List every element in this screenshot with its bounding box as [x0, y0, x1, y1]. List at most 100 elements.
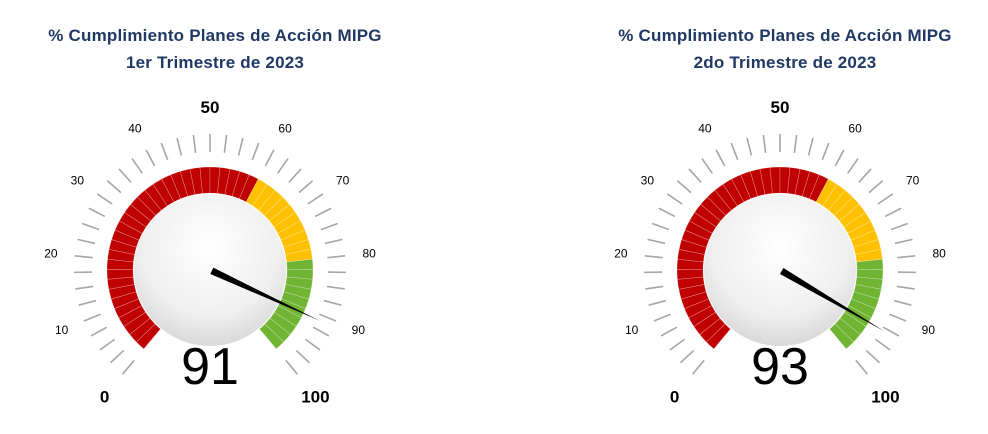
gauge-tick: [323, 299, 342, 306]
gauge-band-segment: [285, 248, 313, 263]
gauge-band-segment: [285, 276, 313, 290]
gauge-band-segment: [853, 239, 882, 255]
gauge-band-segment: [108, 284, 137, 300]
gauge-band-segment: [238, 174, 259, 203]
gauge-tick: [647, 238, 666, 245]
gauge-band-segment: [111, 229, 140, 248]
gauge-tick: [320, 222, 339, 231]
gauge-tick: [88, 207, 106, 218]
gauge-tick-label: 20: [44, 246, 58, 260]
gauge-tick-label: 0: [670, 388, 679, 407]
gauge-band-segment: [847, 220, 876, 241]
gauge-tick-label: 90: [922, 323, 936, 337]
gauge-tick: [874, 338, 891, 351]
gauge-band-segment: [705, 323, 731, 350]
gauge-band-segment: [684, 298, 713, 319]
gauge-tick: [701, 158, 713, 174]
gauge-face: [704, 194, 856, 346]
gauge-tick: [78, 299, 97, 306]
gauge-band-segment: [124, 203, 152, 228]
gauge-tick: [653, 313, 671, 322]
gauge-band-segment: [108, 239, 137, 255]
gauge-tick: [868, 180, 884, 194]
gauge-band-segment: [110, 291, 139, 309]
gauge-face: [134, 194, 286, 346]
gauge-tick: [644, 254, 663, 259]
gauge-tick: [74, 254, 93, 259]
gauge-tick: [865, 349, 881, 364]
gauge-tick-label: 80: [362, 246, 376, 260]
gauge-tick: [666, 193, 683, 205]
gauge-band-segment: [680, 291, 709, 309]
gauge-tick: [223, 134, 228, 153]
gauge-band-segment: [252, 183, 276, 211]
gauge-title-line1: % Cumplimiento Planes de Acción MIPG: [618, 26, 952, 45]
gauge-tick: [77, 238, 96, 245]
gauge-needle: [210, 267, 320, 321]
gauge-tick: [893, 299, 912, 306]
gauge-tick: [855, 359, 869, 375]
gauge-panel-q2: % Cumplimiento Planes de Acción MIPG 2do…: [570, 0, 988, 434]
gauge-band-segment: [107, 276, 135, 290]
gauge-band-segment: [135, 323, 161, 350]
gauge-band-segment: [794, 168, 811, 197]
gauge-panel-q1: % Cumplimiento Planes de Acción MIPG 1er…: [0, 0, 430, 434]
gauge-tick: [288, 168, 302, 183]
gauge-band-segment: [259, 323, 285, 350]
gauge-tick-label: 80: [932, 246, 946, 260]
gauge-tick-label: 70: [906, 174, 920, 188]
gauge-tick-label: 90: [352, 323, 366, 337]
gauge-band-segment: [787, 167, 801, 195]
gauge-band-segment: [850, 229, 879, 248]
gauge-tick: [648, 299, 667, 306]
gauge-tick: [121, 359, 135, 375]
gauge-tick: [106, 180, 122, 194]
gauge-chart: 0 10 20 30 40 50 60 70 80 90 100 93: [614, 98, 946, 407]
gauge-tick-label: 70: [336, 174, 350, 188]
gauge-tick: [81, 222, 100, 231]
gauge-tick: [858, 168, 872, 183]
gauge-band-segment: [677, 248, 705, 263]
gauge-band-segment: [855, 276, 883, 290]
gauge-tick: [890, 222, 909, 231]
gauge-band-segment: [245, 178, 268, 207]
gauge-needle: [779, 267, 885, 332]
gauge-tick: [324, 238, 343, 245]
gauge-tick: [75, 285, 94, 290]
gauge-tick: [237, 137, 244, 156]
gauge-tick-label: 60: [848, 122, 862, 136]
gauge-band-segment: [129, 317, 156, 343]
gauge-title: % Cumplimiento Planes de Acción MIPG 1er…: [0, 22, 430, 76]
gauge-band-segment: [808, 174, 829, 203]
gauge-band-segment: [856, 258, 884, 270]
gauge-tick-label: 50: [201, 98, 220, 117]
gauge-band-segment: [855, 248, 883, 263]
gauge-band-segment: [107, 248, 135, 263]
gauge-band-segment: [678, 239, 707, 255]
gauge-band-segment: [268, 203, 296, 228]
gauge-band-segment: [688, 305, 716, 327]
gauge-tick: [807, 137, 814, 156]
gauge-tick: [298, 180, 314, 194]
gauge-band-segment: [681, 229, 710, 248]
gauge-band-segment: [684, 220, 713, 241]
gauge-tick-label: 60: [278, 122, 292, 136]
gauge-tick-label: 30: [641, 174, 655, 188]
gauge-tick-label: 100: [301, 388, 329, 407]
gauge-tick-label: 100: [871, 388, 899, 407]
gauge-tick: [176, 137, 183, 156]
gauge-band-segment: [189, 167, 203, 195]
gauge-tick-label: 20: [614, 246, 628, 260]
gauge-title-line2: 2do Trimestre de 2023: [693, 53, 877, 72]
gauge-tick: [688, 168, 702, 183]
gauge-band-segment: [283, 239, 312, 255]
gauge-title-line1: % Cumplimiento Planes de Acción MIPG: [48, 26, 382, 45]
gauge-tick: [312, 326, 330, 337]
gauge-band-segment: [678, 284, 707, 300]
gauge-band-segment: [677, 276, 705, 290]
gauge-tick-label: 10: [55, 323, 69, 337]
gauge-band-segment: [759, 167, 773, 195]
gauge-tick-label: 0: [100, 388, 109, 407]
gauge-tick: [889, 313, 907, 322]
gauge-band-segment: [231, 171, 250, 200]
